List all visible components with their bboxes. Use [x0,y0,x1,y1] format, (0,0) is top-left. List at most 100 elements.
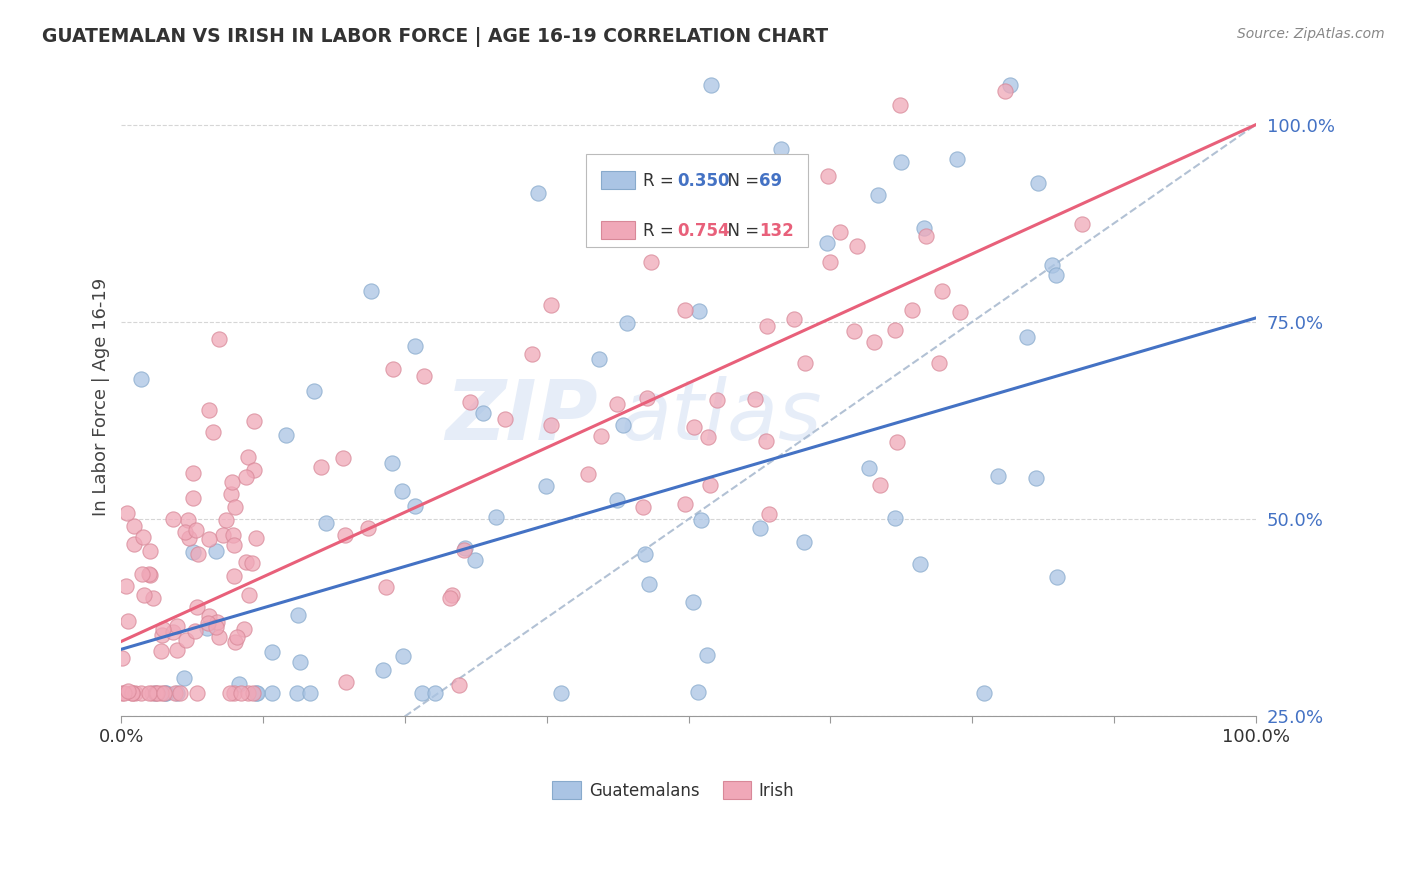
Point [637,577,659,591]
Point [242,685,264,699]
Point [260,685,283,699]
Point [863,334,886,349]
Point [449,678,471,692]
Point [122,519,145,533]
Point [758,507,780,521]
Text: 69: 69 [759,172,782,190]
Text: N =: N = [717,172,765,190]
Point [117,615,139,629]
Point [162,512,184,526]
Point [186,685,208,699]
Point [207,615,229,630]
Point [285,685,308,699]
Point [309,460,332,475]
Point [181,467,204,481]
Point [162,625,184,640]
Point [138,685,160,699]
Point [441,588,464,602]
Text: Irish: Irish [759,782,794,800]
Point [842,324,865,338]
Point [165,685,187,699]
Point [274,427,297,442]
Point [124,537,146,551]
Point [998,78,1021,93]
Point [222,538,245,552]
FancyBboxPatch shape [586,154,807,247]
Point [235,470,257,484]
Point [302,384,325,398]
Point [666,224,689,238]
Point [949,304,972,318]
Point [1025,471,1047,485]
Point [224,500,246,515]
Point [141,685,163,699]
Point [243,414,266,428]
Text: ZIP: ZIP [446,376,598,457]
Text: GUATEMALAN VS IRISH IN LABOR FORCE | AGE 16-19 CORRELATION CHART: GUATEMALAN VS IRISH IN LABOR FORCE | AGE… [42,27,828,46]
Point [770,142,793,156]
Point [204,544,226,558]
Point [187,547,209,561]
Point [886,434,908,449]
Point [793,356,815,370]
Point [150,628,173,642]
Point [111,651,134,665]
Point [138,567,160,582]
Point [197,532,219,546]
Point [464,552,486,566]
Point [229,685,252,699]
Point [818,255,841,269]
Point [884,323,907,337]
Point [914,228,936,243]
Point [576,467,599,481]
Point [550,685,572,699]
Bar [553,781,581,799]
Bar [723,781,751,799]
Point [226,630,249,644]
Point [333,527,356,541]
Point [195,622,218,636]
Point [134,588,156,602]
Point [846,238,869,252]
Point [111,685,134,699]
Point [228,677,250,691]
Point [332,450,354,465]
Point [169,685,191,699]
Point [945,152,967,166]
Point [208,332,231,346]
Point [527,186,550,200]
Point [868,187,890,202]
Point [139,568,162,582]
Point [143,685,166,699]
Text: atlas: atlas [620,376,823,457]
Point [132,530,155,544]
Point [1026,176,1049,190]
Point [145,685,167,699]
Point [236,685,259,699]
Point [987,468,1010,483]
Point [700,78,723,93]
Point [153,685,176,699]
Point [221,475,243,490]
Point [912,220,935,235]
Point [640,255,662,269]
Point [186,523,208,537]
Point [540,418,562,433]
Point [201,425,224,439]
Point [686,685,709,699]
Point [146,685,169,699]
Point [288,655,311,669]
Text: Guatemalans: Guatemalans [589,782,699,800]
Point [173,672,195,686]
Point [828,225,851,239]
Point [186,599,208,614]
Point [224,568,246,582]
Point [238,588,260,602]
Point [404,338,426,352]
Point [246,685,269,699]
Point [121,685,143,699]
Point [682,595,704,609]
Point [673,497,696,511]
Point [690,513,713,527]
Point [129,372,152,386]
